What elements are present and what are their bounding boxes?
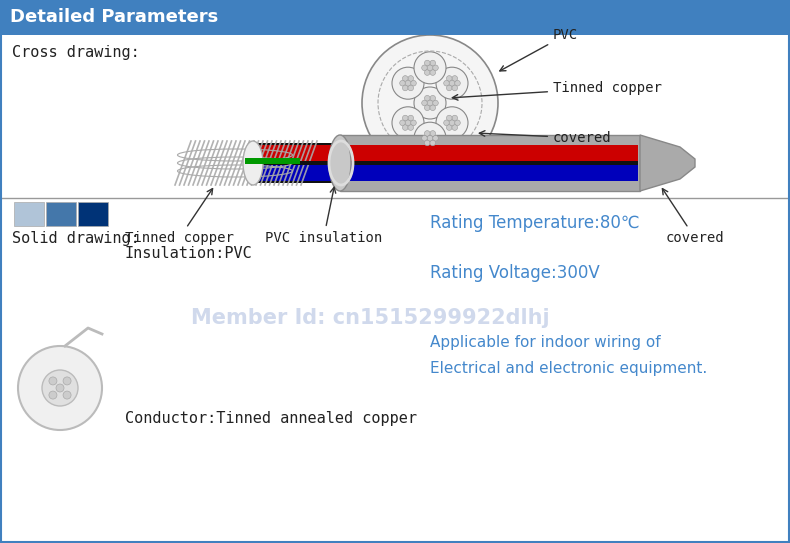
Circle shape	[63, 377, 71, 385]
Polygon shape	[640, 135, 695, 191]
Circle shape	[362, 35, 498, 171]
Circle shape	[402, 115, 408, 121]
Circle shape	[433, 100, 438, 106]
Circle shape	[444, 120, 450, 125]
Circle shape	[430, 60, 435, 66]
Circle shape	[452, 75, 457, 81]
Circle shape	[446, 85, 452, 91]
Text: Detailed Parameters: Detailed Parameters	[10, 9, 218, 27]
Circle shape	[405, 120, 411, 125]
Text: Electrical and electronic equipment.: Electrical and electronic equipment.	[430, 361, 707, 376]
FancyBboxPatch shape	[0, 0, 790, 35]
Text: Conductor:Tinned annealed copper: Conductor:Tinned annealed copper	[125, 411, 417, 426]
Circle shape	[427, 100, 433, 106]
Circle shape	[402, 85, 408, 91]
Text: PVC: PVC	[500, 28, 578, 71]
Text: Tinned copper: Tinned copper	[453, 81, 662, 100]
Circle shape	[424, 96, 430, 101]
Circle shape	[414, 52, 446, 84]
FancyBboxPatch shape	[250, 143, 638, 183]
Circle shape	[424, 70, 430, 75]
Circle shape	[430, 96, 435, 101]
Text: PVC insulation: PVC insulation	[265, 187, 382, 245]
FancyBboxPatch shape	[340, 135, 640, 191]
Circle shape	[450, 80, 455, 86]
Circle shape	[452, 115, 457, 121]
Circle shape	[408, 125, 413, 130]
Circle shape	[411, 120, 416, 125]
Circle shape	[433, 65, 438, 71]
Text: Solid drawing:: Solid drawing:	[12, 230, 140, 245]
Circle shape	[18, 346, 102, 430]
Circle shape	[430, 70, 435, 75]
Circle shape	[430, 140, 435, 146]
Circle shape	[56, 384, 64, 392]
Circle shape	[436, 67, 468, 99]
Circle shape	[402, 75, 408, 81]
Circle shape	[452, 85, 457, 91]
Text: Insulation:PVC: Insulation:PVC	[125, 245, 253, 261]
Text: covered: covered	[480, 131, 611, 145]
Text: Applicable for indoor wiring of: Applicable for indoor wiring of	[430, 336, 660, 350]
Circle shape	[436, 107, 468, 139]
Circle shape	[400, 80, 405, 86]
FancyBboxPatch shape	[250, 165, 638, 181]
Ellipse shape	[329, 135, 351, 191]
Circle shape	[424, 105, 430, 111]
Circle shape	[408, 85, 413, 91]
Circle shape	[446, 75, 452, 81]
Circle shape	[430, 105, 435, 111]
FancyBboxPatch shape	[245, 158, 300, 164]
Circle shape	[402, 125, 408, 130]
Circle shape	[450, 120, 455, 125]
FancyBboxPatch shape	[78, 202, 108, 226]
Ellipse shape	[243, 141, 263, 185]
Circle shape	[422, 100, 427, 106]
Circle shape	[411, 80, 416, 86]
Text: Member Id: cn1515299922dlhj: Member Id: cn1515299922dlhj	[190, 308, 549, 328]
Circle shape	[408, 75, 413, 81]
FancyBboxPatch shape	[250, 161, 638, 165]
FancyBboxPatch shape	[14, 202, 44, 226]
Circle shape	[49, 377, 57, 385]
Text: Rating Temperature:80℃: Rating Temperature:80℃	[430, 214, 639, 232]
Circle shape	[427, 135, 433, 141]
Circle shape	[455, 120, 461, 125]
Circle shape	[42, 370, 78, 406]
Circle shape	[427, 65, 433, 71]
Circle shape	[452, 125, 457, 130]
Circle shape	[424, 60, 430, 66]
Circle shape	[405, 80, 411, 86]
Circle shape	[455, 80, 461, 86]
Circle shape	[63, 391, 71, 399]
Circle shape	[422, 135, 427, 141]
Text: Tinned copper: Tinned copper	[125, 188, 234, 245]
Circle shape	[444, 80, 450, 86]
Circle shape	[400, 120, 405, 125]
Text: Cross drawing:: Cross drawing:	[12, 46, 140, 60]
Circle shape	[430, 131, 435, 136]
Circle shape	[424, 140, 430, 146]
FancyBboxPatch shape	[250, 145, 638, 161]
Circle shape	[414, 122, 446, 154]
Circle shape	[414, 87, 446, 119]
Circle shape	[446, 115, 452, 121]
Circle shape	[392, 107, 424, 139]
FancyBboxPatch shape	[46, 202, 76, 226]
Circle shape	[422, 65, 427, 71]
Circle shape	[424, 131, 430, 136]
Text: Rating Voltage:300V: Rating Voltage:300V	[430, 264, 600, 282]
Text: covered: covered	[662, 188, 724, 245]
Circle shape	[433, 135, 438, 141]
Circle shape	[392, 67, 424, 99]
Circle shape	[446, 125, 452, 130]
Circle shape	[408, 115, 413, 121]
Circle shape	[49, 391, 57, 399]
